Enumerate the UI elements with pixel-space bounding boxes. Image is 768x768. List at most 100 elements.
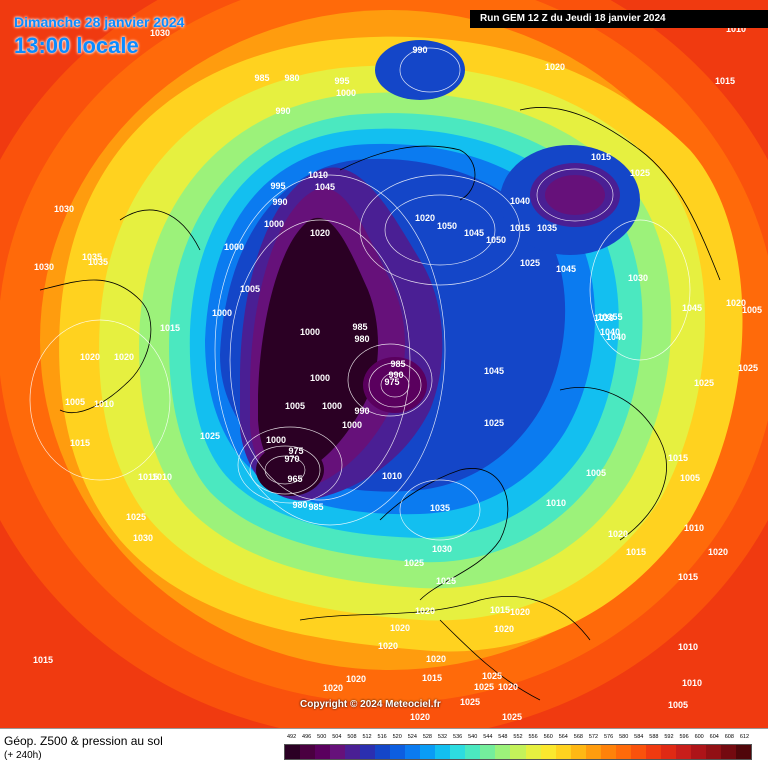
scale-tick-label: 512: [362, 734, 372, 740]
isobar-label: 1000: [224, 242, 244, 252]
isobar-label: 1020: [410, 712, 430, 722]
isobar-label: 1025: [482, 671, 502, 681]
scale-tick-label: 564: [558, 734, 568, 740]
forecast-lead-time: (+ 240h): [4, 750, 42, 761]
isobar-label: 1025: [126, 512, 146, 522]
isobar-label: 1015: [668, 453, 688, 463]
scale-tick-label: 572: [588, 734, 599, 740]
isobar-label: 980: [284, 73, 299, 83]
isobar-label: 1015: [422, 673, 442, 683]
scale-tick-label: 528: [422, 734, 432, 740]
isobar-label: 1010: [682, 678, 702, 688]
scale-swatch: [675, 745, 691, 759]
scale-tick-label: 540: [468, 734, 478, 740]
isobar-label: 1000: [266, 435, 286, 445]
forecast-date: Dimanche 28 janvier 2024: [14, 14, 185, 30]
scale-swatch: [600, 745, 616, 759]
isobar-label: 1025: [436, 576, 456, 586]
isobar-label: 985: [254, 73, 269, 83]
isobar-label: 975: [384, 377, 399, 387]
isobar-label: 1005: [65, 397, 85, 407]
scale-tick-label: 592: [664, 734, 674, 740]
isobar-label: 1005: [285, 401, 305, 411]
isobar-label: 1030: [54, 204, 74, 214]
scale-swatch: [645, 745, 661, 759]
isobar-label: 1005: [680, 473, 700, 483]
isobar-label: 1035: [537, 223, 557, 233]
scale-tick-label: 604: [709, 734, 719, 740]
isobar-label: 1045: [484, 366, 504, 376]
isobar-label: 1045: [315, 182, 335, 192]
isobar-label: 990: [275, 106, 290, 116]
scale-swatch: [300, 745, 316, 759]
scale-tick-label: 600: [694, 734, 704, 740]
isobar-label: 1000: [342, 420, 362, 430]
scale-tick-label: 552: [513, 734, 523, 740]
forecast-time: 13:00 locale: [14, 33, 139, 58]
isobar-label: 1020: [608, 529, 628, 539]
isobar-label: 975: [288, 446, 303, 456]
isobar-label: 1030: [150, 28, 170, 38]
scale-tick-label: 536: [453, 734, 463, 740]
isobar-label: 1005: [742, 305, 762, 315]
isobar-label: 1035: [430, 503, 450, 513]
scale-tick-label: 612: [739, 734, 750, 740]
isobar-label: 1020: [346, 674, 366, 684]
scale-swatch: [465, 745, 481, 759]
isobar-label: 1030: [628, 273, 648, 283]
scale-tick-label: 580: [619, 734, 629, 740]
scale-swatch: [735, 745, 751, 759]
isobar-label: 1010: [546, 498, 566, 508]
isobar-label: 1015: [138, 472, 158, 482]
scale-tick-label: 524: [407, 734, 417, 740]
isobar-label: 1020: [426, 654, 446, 664]
isobar-label: 1015: [490, 605, 510, 615]
isobar-label: 1025: [484, 418, 504, 428]
scale-swatch: [525, 745, 541, 759]
scale-tick-label: 500: [317, 734, 327, 740]
scale-tick-label: 508: [347, 734, 357, 740]
isobar-label: 1020: [114, 352, 134, 362]
isobar-label: 1010: [152, 472, 172, 482]
isobar-label: 1010: [308, 170, 328, 180]
isobar-label: 1020: [310, 228, 330, 238]
isobar-label: 1025: [460, 697, 480, 707]
scale-tick-label: 568: [573, 734, 583, 740]
isobars: [29, 47, 691, 541]
scale-swatch: [615, 745, 631, 759]
isobar-label: 1015: [70, 438, 90, 448]
isobar-label: 1000: [322, 401, 342, 411]
isobar-label: 990: [412, 45, 427, 55]
scale-tick-label: 504: [332, 734, 342, 740]
isobar-label: 995: [334, 76, 349, 86]
geopotential-field: [0, 0, 768, 728]
isobar-label: 1020: [415, 213, 435, 223]
scale-swatch: [585, 745, 601, 759]
scale-swatch: [660, 745, 676, 759]
scale-tick-label: 544: [483, 734, 493, 740]
isobar-label: 985: [390, 359, 405, 369]
isobar-label: 1010: [94, 399, 114, 409]
scale-swatch: [630, 745, 646, 759]
isobar-label: 1035: [88, 257, 108, 267]
isobar-label: 1000: [310, 373, 330, 383]
scale-swatch: [330, 745, 346, 759]
isobar-label: 1005: [586, 468, 606, 478]
isobar-label: 1015: [33, 655, 53, 665]
scale-tick-label: 548: [498, 734, 508, 740]
scale-tick-label: 496: [302, 734, 312, 740]
isobar-label: 1020: [415, 606, 435, 616]
isobar-label: 1020: [390, 623, 410, 633]
isobar-label: 1025: [738, 363, 758, 373]
isobar-label: 995: [270, 181, 285, 191]
scale-swatch: [360, 745, 376, 759]
scale-swatch: [495, 745, 511, 759]
scale-tick-label: 576: [603, 734, 614, 740]
isobar-label: 1020: [594, 313, 614, 323]
isobar-label: 1030: [432, 544, 452, 554]
scale-swatch: [315, 745, 331, 759]
isobar-label: 1045: [556, 264, 576, 274]
